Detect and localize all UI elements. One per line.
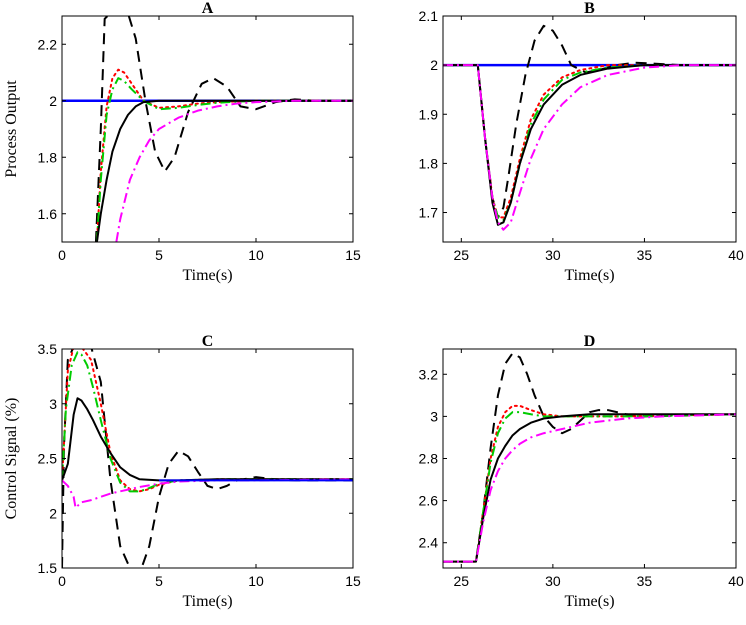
series-group xyxy=(443,24,736,231)
x-tick-label: 30 xyxy=(545,247,561,263)
series-line-dashdot-magenta xyxy=(443,64,736,231)
y-tick-label: 1.8 xyxy=(419,155,439,171)
x-tick-label: 10 xyxy=(248,247,264,263)
panel-c: 0 5 10 15 1.5 2 2.5 3 3.5 C Time(s) Control Signal … xyxy=(3,333,361,610)
series-group xyxy=(62,16,353,242)
x-axis-label: Time(s) xyxy=(564,267,614,284)
panel-d: 25 30 35 40 2.4 2.6 2.8 3 3.2 D Time(s) xyxy=(419,333,744,610)
y-tick-label: 1.8 xyxy=(38,149,58,165)
series-line-dashed-black xyxy=(94,16,353,242)
x-tick-label: 35 xyxy=(637,247,653,263)
x-tick-label: 25 xyxy=(454,573,470,589)
y-tick-label: 2 xyxy=(49,93,57,109)
y-tick-label: 1.6 xyxy=(38,206,58,222)
y-tick-label: 2.1 xyxy=(419,8,439,24)
y-tick-label: 3 xyxy=(49,396,57,412)
axes-frame xyxy=(442,15,737,243)
chart-title: B xyxy=(584,0,595,17)
series-line-dashed-black xyxy=(443,24,736,219)
series-line-dashdot-green xyxy=(443,411,736,563)
x-tick-label: 10 xyxy=(248,573,264,589)
x-tick-label: 5 xyxy=(155,573,163,589)
x-tick-label: 35 xyxy=(637,573,653,589)
series-line-dashed-black xyxy=(443,352,736,563)
axes-frame xyxy=(61,15,354,243)
y-tick-label: 2 xyxy=(430,57,438,73)
y-tick-label: 3.2 xyxy=(419,366,439,382)
x-tick-label: 40 xyxy=(728,247,744,263)
y-tick-label: 2.8 xyxy=(419,451,439,467)
y-tick-label: 2.5 xyxy=(38,451,58,467)
x-tick-label: 30 xyxy=(545,573,561,589)
chart-title: D xyxy=(584,333,596,350)
y-tick-label: 2.4 xyxy=(419,535,439,551)
plot-area xyxy=(443,16,736,242)
x-tick-label: 40 xyxy=(728,573,744,589)
series-group xyxy=(443,352,736,563)
x-tick-label: 15 xyxy=(345,573,361,589)
x-axis-label: Time(s) xyxy=(564,593,614,610)
y-tick-label: 3 xyxy=(430,408,438,424)
series-line-solid-black xyxy=(443,64,736,226)
y-tick-label: 1.5 xyxy=(38,560,58,576)
x-tick-label: 25 xyxy=(454,247,470,263)
y-axis-label: Process Output xyxy=(3,80,20,178)
series-line-solid-black xyxy=(95,99,353,242)
y-tick-label: 1.7 xyxy=(419,205,439,221)
x-tick-label: 0 xyxy=(58,573,66,589)
x-tick-label: 5 xyxy=(155,247,163,263)
series-group xyxy=(62,349,353,568)
panel-a: 0 5 10 15 1.6 1.8 2 2.2 A Time(s) Process Output xyxy=(3,0,361,284)
x-tick-label: 15 xyxy=(345,247,361,263)
y-axis-label: Control Signal (%) xyxy=(3,398,20,520)
series-line-dashdot-magenta xyxy=(115,99,353,242)
plot-area xyxy=(62,349,353,568)
chart-title: A xyxy=(202,0,214,17)
x-tick-label: 0 xyxy=(58,247,66,263)
series-line-dashdot-magenta xyxy=(443,413,736,563)
series-line-solid-black xyxy=(62,397,353,482)
series-line-dashdot-green xyxy=(62,351,353,493)
chart-title: C xyxy=(202,333,214,350)
series-line-solid-black xyxy=(443,413,736,563)
x-axis-label: Time(s) xyxy=(182,267,232,284)
plot-area xyxy=(62,16,353,242)
y-tick-label: 2.2 xyxy=(38,36,58,52)
panel-b: 25 30 35 40 1.7 1.8 1.9 2 2.1 B Time(s) xyxy=(419,0,744,284)
y-tick-label: 2 xyxy=(49,505,57,521)
y-tick-label: 3.5 xyxy=(38,341,58,357)
series-line-dashdot-magenta xyxy=(62,478,353,509)
y-tick-label: 1.9 xyxy=(419,106,439,122)
plot-area xyxy=(443,349,736,568)
y-tick-label: 2.6 xyxy=(419,493,439,509)
x-axis-label: Time(s) xyxy=(182,593,232,610)
